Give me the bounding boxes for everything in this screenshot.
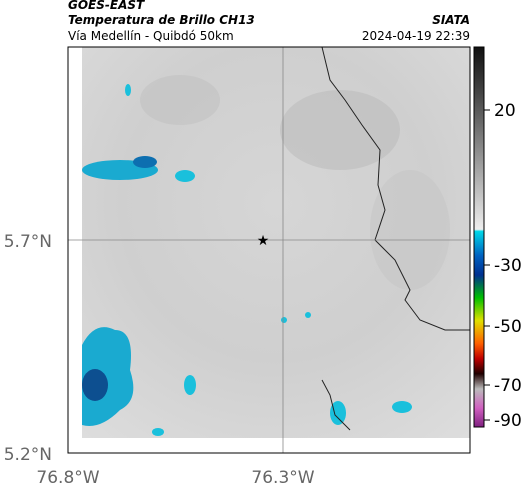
cold-cloud: [184, 375, 196, 395]
cloud: [140, 75, 220, 125]
colorbar-label: -50: [494, 317, 522, 337]
lon-label: 76.8°W: [36, 468, 99, 488]
colorbar-label: -90: [494, 411, 522, 431]
map-border: [67, 46, 471, 454]
satellite: GOES-EAST: [68, 0, 145, 12]
cold-cloud: [305, 312, 311, 318]
location-star: ★: [257, 233, 270, 249]
cold-cloud: [82, 327, 134, 426]
colorbar: [473, 46, 485, 428]
cold-cloud: [152, 428, 164, 436]
cold-cloud-core: [82, 369, 108, 401]
timestamp: 2024-04-19 22:39: [362, 29, 470, 43]
cold-cloud: [175, 170, 195, 182]
colorbar-label: -30: [494, 256, 522, 276]
product: Temperatura de Brillo CH13: [68, 13, 255, 27]
map: ★: [67, 46, 471, 454]
lat-label: 5.2°N: [4, 445, 52, 465]
cold-cloud: [330, 401, 346, 425]
lat-label: 5.7°N: [4, 232, 52, 252]
colorbar-ticks: 20 -30 -50 -70 -90: [484, 101, 522, 431]
cloud: [280, 90, 400, 170]
route: Vía Medellín - Quibdó 50km: [68, 29, 234, 43]
border: [321, 46, 470, 431]
cold-cloud: [125, 84, 131, 96]
cloud: [370, 170, 450, 290]
colorbar-label: 20: [494, 101, 516, 121]
source: SIATA: [432, 13, 470, 27]
lon-label: 76.3°W: [251, 468, 314, 488]
cold-cloud: [133, 156, 157, 168]
cold-cloud: [392, 401, 412, 413]
cold-cloud: [281, 317, 287, 323]
colorbar-label: -70: [494, 376, 522, 396]
